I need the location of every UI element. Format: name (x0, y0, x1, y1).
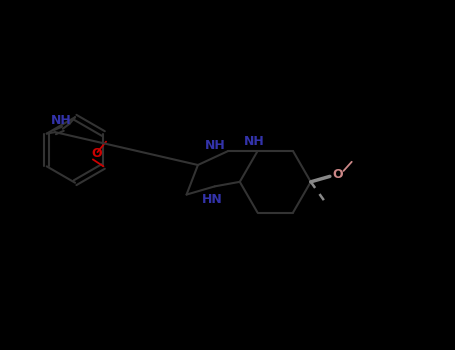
Text: NH: NH (205, 139, 226, 152)
Text: O: O (333, 168, 344, 181)
Text: HN: HN (202, 193, 223, 205)
Text: NH: NH (243, 135, 264, 148)
Text: O: O (91, 147, 102, 160)
Text: NH: NH (51, 113, 72, 127)
